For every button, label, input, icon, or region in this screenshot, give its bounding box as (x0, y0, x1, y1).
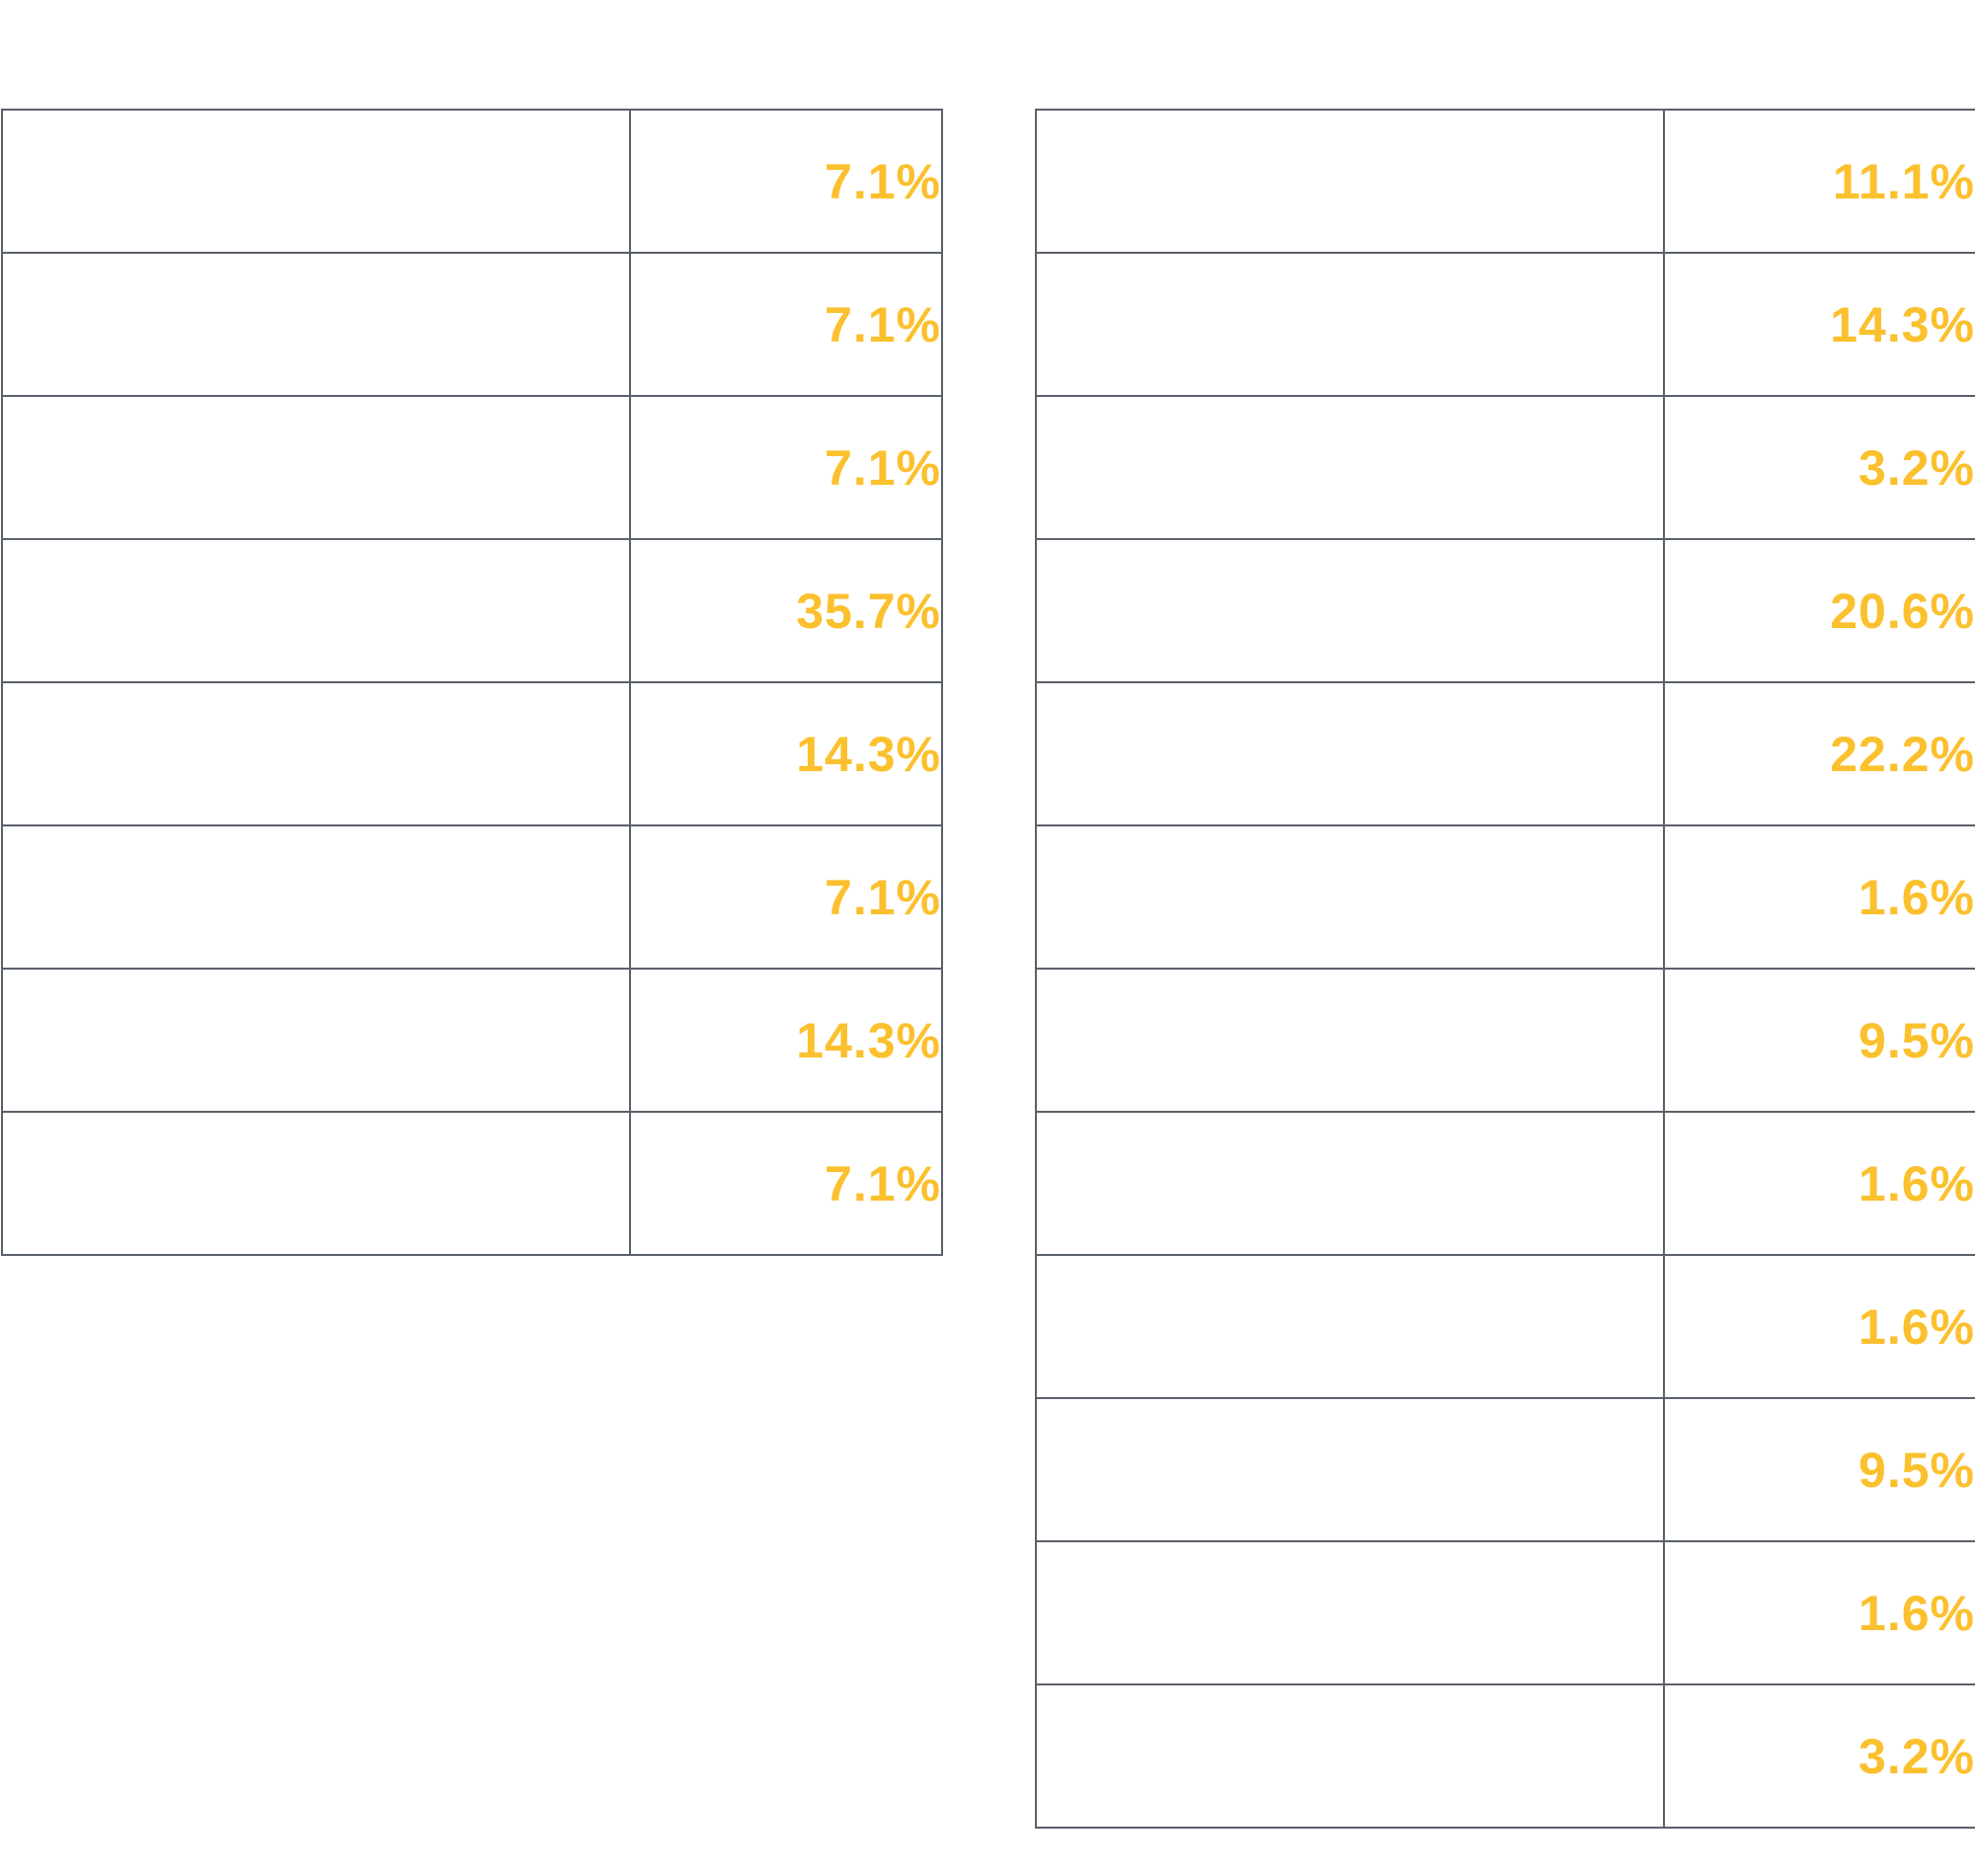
row-value-cell: 35.7% (629, 538, 943, 683)
right-percentage-table: 11.1% 14.3% 3.2% 20.6% 22.2% 1.6% 9.5% 1… (1035, 109, 1975, 1829)
row-value-cell: 11.1% (1663, 109, 1975, 254)
left-table-body: 7.1% 7.1% 7.1% 35.7% 14.3% 7.1% 14.3% 7.… (1, 109, 943, 1256)
row-label-cell (1035, 538, 1665, 683)
table-row: 7.1% (1, 395, 943, 540)
row-label-cell (1, 109, 631, 254)
row-label-cell (1035, 968, 1665, 1113)
row-value-cell: 7.1% (629, 1111, 943, 1256)
table-row: 14.3% (1035, 252, 1975, 397)
row-label-cell (1, 395, 631, 540)
row-label-cell (1, 824, 631, 970)
row-label-cell (1035, 395, 1665, 540)
row-label-cell (1, 968, 631, 1113)
row-label-cell (1035, 1397, 1665, 1542)
table-row: 1.6% (1035, 824, 1975, 970)
row-value-cell: 3.2% (1663, 395, 1975, 540)
table-row: 1.6% (1035, 1540, 1975, 1685)
table-row: 14.3% (1, 681, 943, 826)
row-value-cell: 7.1% (629, 395, 943, 540)
row-value-cell: 20.6% (1663, 538, 1975, 683)
left-percentage-table: 7.1% 7.1% 7.1% 35.7% 14.3% 7.1% 14.3% 7.… (1, 109, 943, 1256)
row-label-cell (1, 252, 631, 397)
table-row: 7.1% (1, 1111, 943, 1256)
table-row: 9.5% (1035, 1397, 1975, 1542)
table-row: 1.6% (1035, 1254, 1975, 1399)
row-value-cell: 1.6% (1663, 1254, 1975, 1399)
table-row: 3.2% (1035, 1683, 1975, 1829)
row-value-cell: 1.6% (1663, 1540, 1975, 1685)
table-row: 7.1% (1, 824, 943, 970)
row-label-cell (1035, 681, 1665, 826)
row-value-cell: 7.1% (629, 109, 943, 254)
row-value-cell: 7.1% (629, 824, 943, 970)
row-label-cell (1035, 1111, 1665, 1256)
right-table-body: 11.1% 14.3% 3.2% 20.6% 22.2% 1.6% 9.5% 1… (1035, 109, 1975, 1829)
table-row: 1.6% (1035, 1111, 1975, 1256)
table-row: 11.1% (1035, 109, 1975, 254)
row-label-cell (1035, 1683, 1665, 1829)
table-row: 3.2% (1035, 395, 1975, 540)
row-label-cell (1035, 252, 1665, 397)
table-row: 35.7% (1, 538, 943, 683)
row-label-cell (1, 1111, 631, 1256)
table-row: 7.1% (1, 252, 943, 397)
row-value-cell: 1.6% (1663, 824, 1975, 970)
table-row: 9.5% (1035, 968, 1975, 1113)
row-value-cell: 22.2% (1663, 681, 1975, 826)
row-label-cell (1035, 824, 1665, 970)
table-row: 20.6% (1035, 538, 1975, 683)
table-row: 14.3% (1, 968, 943, 1113)
table-row: 22.2% (1035, 681, 1975, 826)
row-value-cell: 1.6% (1663, 1111, 1975, 1256)
table-row: 7.1% (1, 109, 943, 254)
row-value-cell: 14.3% (1663, 252, 1975, 397)
row-value-cell: 14.3% (629, 681, 943, 826)
row-label-cell (1035, 1254, 1665, 1399)
row-label-cell (1035, 109, 1665, 254)
row-value-cell: 7.1% (629, 252, 943, 397)
row-label-cell (1035, 1540, 1665, 1685)
row-label-cell (1, 538, 631, 683)
row-value-cell: 9.5% (1663, 968, 1975, 1113)
row-value-cell: 9.5% (1663, 1397, 1975, 1542)
row-value-cell: 14.3% (629, 968, 943, 1113)
row-value-cell: 3.2% (1663, 1683, 1975, 1829)
row-label-cell (1, 681, 631, 826)
